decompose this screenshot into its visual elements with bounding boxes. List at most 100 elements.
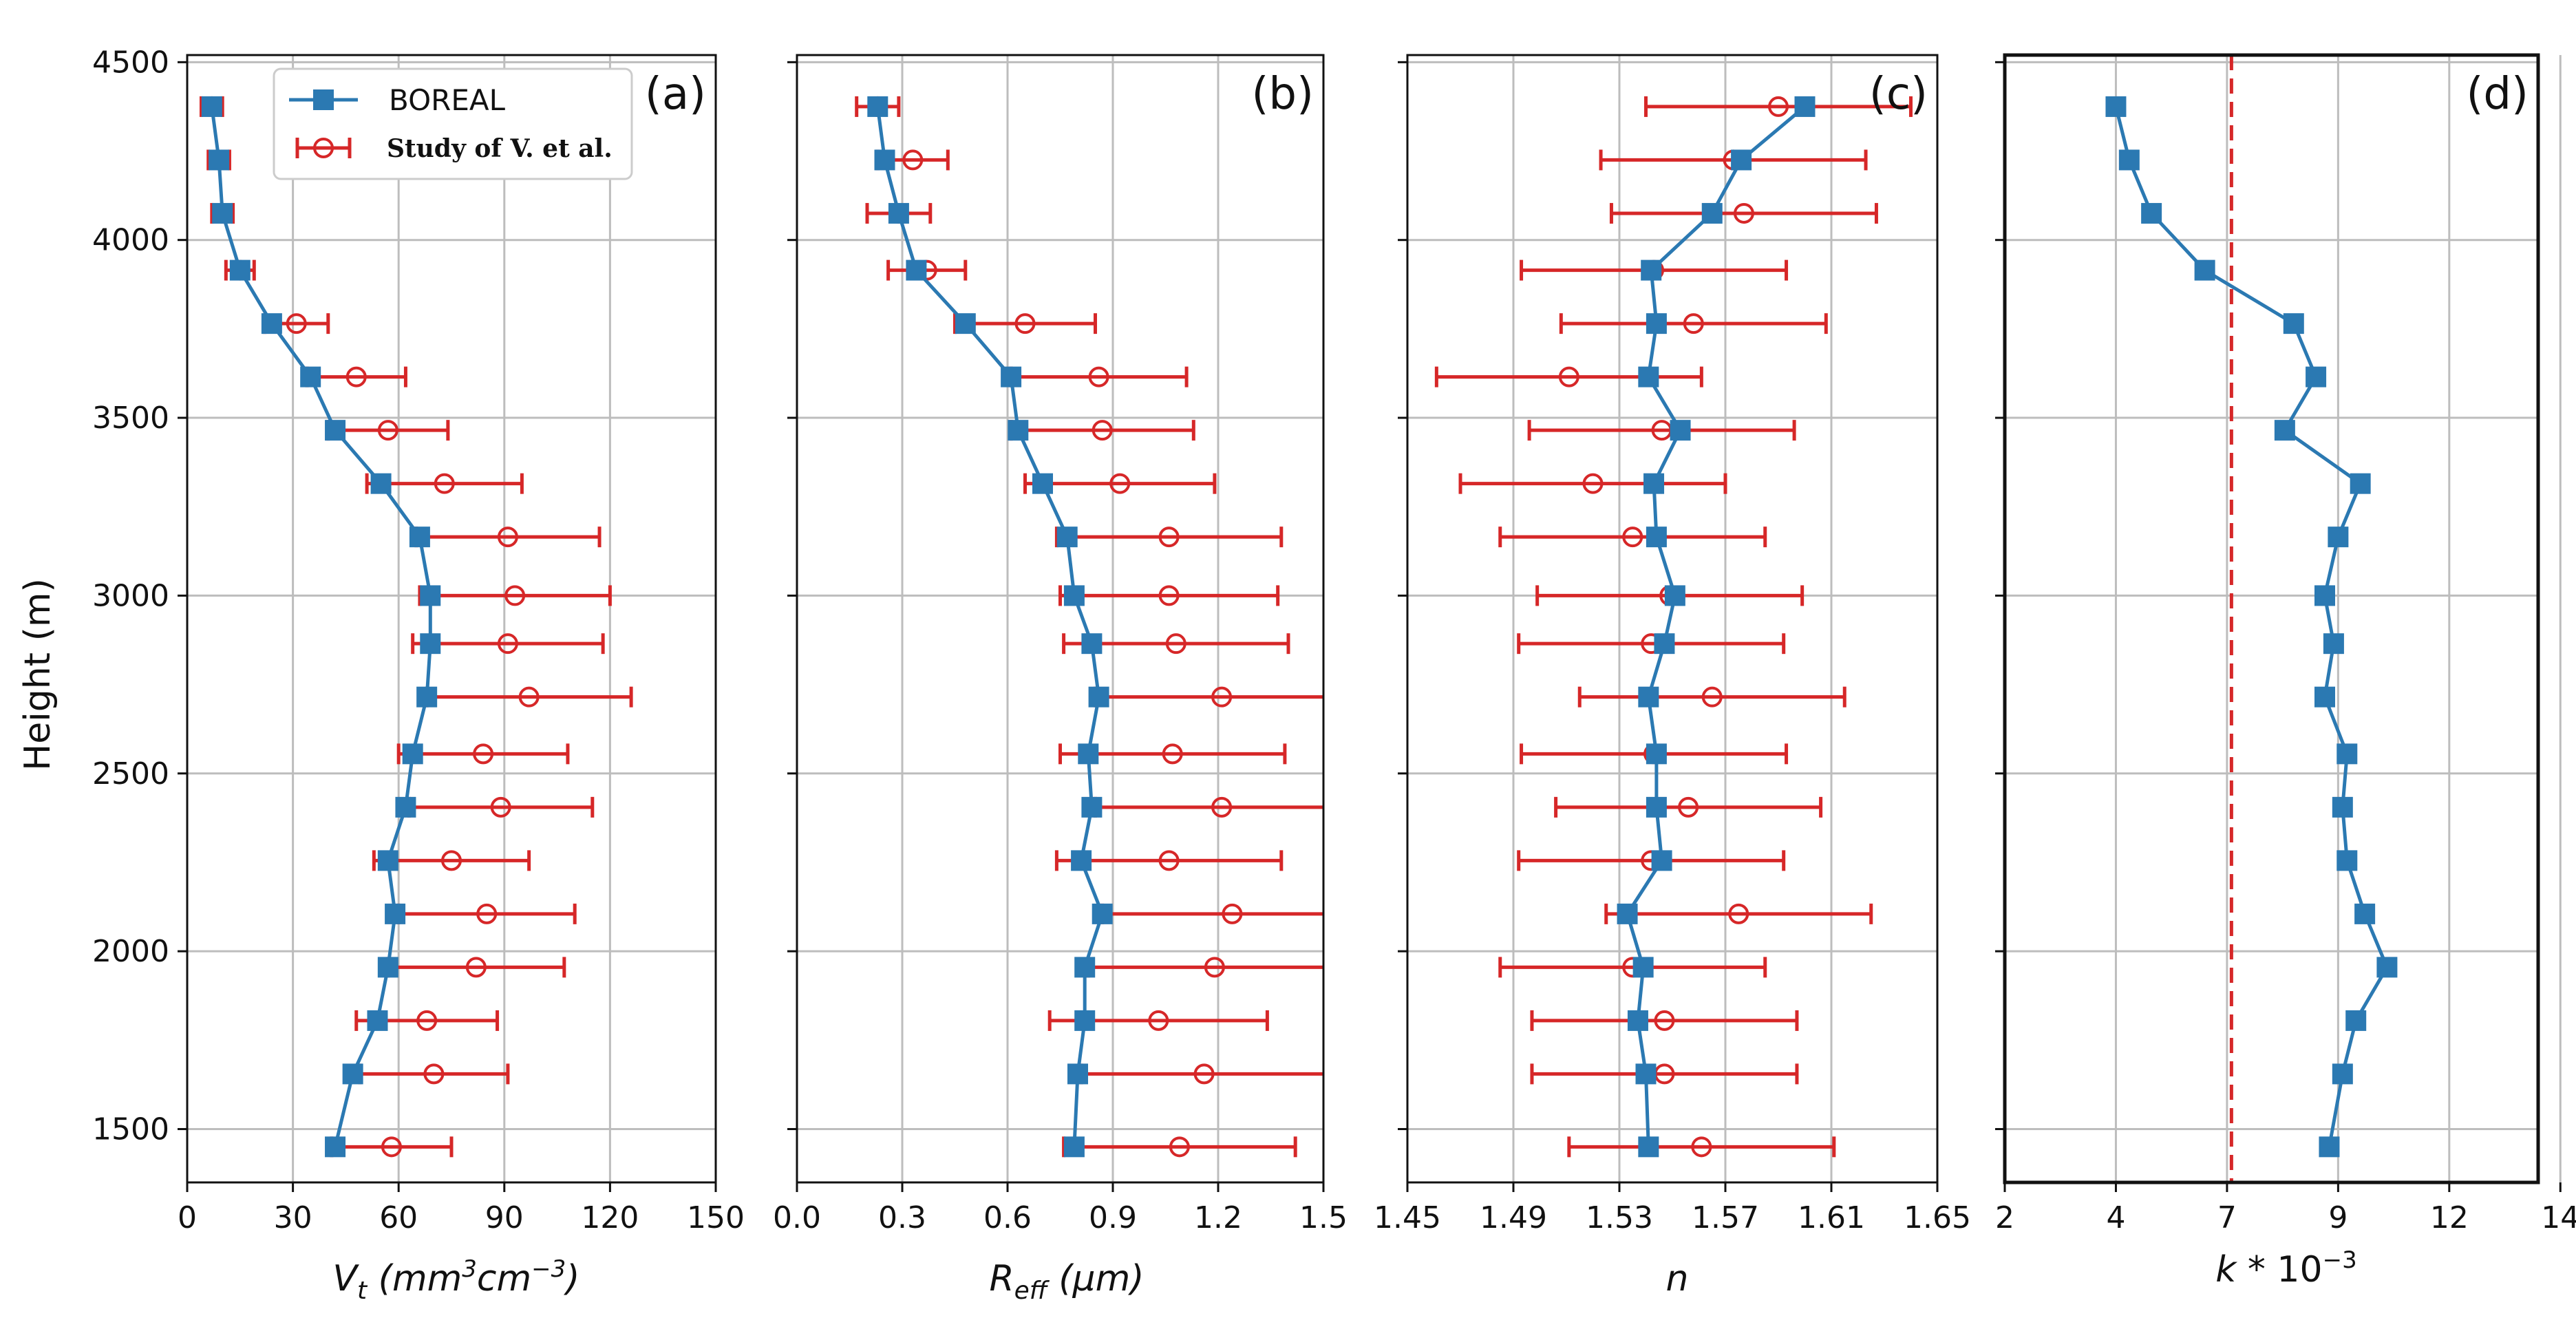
study-point-c-13 bbox=[1678, 796, 1699, 818]
x-tick-label-d-5: 14 bbox=[2541, 1200, 2576, 1235]
boreal-point-c-3 bbox=[1641, 259, 1662, 281]
y-tick-label-2: 2500 bbox=[92, 756, 169, 791]
x-tick-label-c-1: 1.49 bbox=[1480, 1200, 1547, 1235]
boreal-point-c-2 bbox=[1701, 202, 1723, 224]
boreal-point-a-1 bbox=[209, 149, 230, 171]
boreal-point-b-11 bbox=[1088, 686, 1109, 708]
x-tick-label-d-2: 7 bbox=[2217, 1200, 2237, 1235]
boreal-point-d-8 bbox=[2328, 527, 2349, 548]
study-point-b-18 bbox=[1193, 1063, 1215, 1085]
boreal-point-d-2 bbox=[2141, 202, 2162, 224]
panel-label-c: (c) bbox=[1869, 69, 1928, 120]
study-point-a-8 bbox=[497, 527, 518, 548]
boreal-point-b-18 bbox=[1067, 1063, 1088, 1085]
study-point-b-17 bbox=[1148, 1010, 1169, 1031]
study-point-a-16 bbox=[465, 957, 487, 978]
study-point-c-8 bbox=[1622, 527, 1643, 548]
boreal-point-c-9 bbox=[1664, 585, 1685, 606]
panel-frame-d bbox=[2003, 53, 2540, 1184]
study-point-b-1 bbox=[902, 149, 924, 171]
y-tick-label-3: 3000 bbox=[92, 578, 169, 613]
study-point-c-0 bbox=[1768, 96, 1789, 117]
study-point-b-13 bbox=[1211, 796, 1233, 818]
study-point-b-4 bbox=[1014, 313, 1036, 334]
boreal-point-d-18 bbox=[2332, 1063, 2353, 1085]
boreal-point-a-7 bbox=[370, 473, 392, 494]
x-tick-label-b-2: 0.6 bbox=[983, 1200, 1032, 1235]
boreal-point-a-8 bbox=[409, 527, 430, 548]
x-tick-label-d-3: 9 bbox=[2328, 1200, 2348, 1235]
boreal-point-d-4 bbox=[2283, 313, 2304, 334]
boreal-point-a-16 bbox=[377, 957, 398, 978]
boreal-point-b-16 bbox=[1074, 957, 1096, 978]
x-axis-title-c: n bbox=[1666, 1258, 1689, 1299]
boreal-point-a-13 bbox=[395, 796, 416, 818]
boreal-point-d-10 bbox=[2323, 633, 2344, 655]
study-point-b-19 bbox=[1169, 1136, 1190, 1158]
panel-frame-b bbox=[796, 54, 1325, 1184]
boreal-point-c-0 bbox=[1794, 96, 1816, 117]
x-tick-label-c-3: 1.57 bbox=[1692, 1200, 1759, 1235]
boreal-point-d-6 bbox=[2274, 420, 2295, 441]
boreal-point-b-17 bbox=[1074, 1010, 1096, 1031]
x-tick-label-c-0: 1.45 bbox=[1374, 1200, 1441, 1235]
y-tick-label-5: 4000 bbox=[92, 223, 169, 258]
study-point-c-15 bbox=[1728, 903, 1749, 924]
boreal-point-a-11 bbox=[416, 686, 438, 708]
study-point-a-9 bbox=[504, 585, 526, 606]
study-point-b-11 bbox=[1211, 686, 1233, 708]
x-tick-label-c-4: 1.61 bbox=[1798, 1200, 1865, 1235]
x-tick-label-a-2: 60 bbox=[379, 1200, 418, 1235]
boreal-point-d-15 bbox=[2354, 903, 2376, 924]
legend-boreal-marker bbox=[313, 89, 334, 110]
boreal-point-c-10 bbox=[1654, 633, 1675, 655]
study-point-c-17 bbox=[1654, 1010, 1675, 1031]
boreal-point-d-9 bbox=[2314, 585, 2335, 606]
boreal-point-c-13 bbox=[1646, 796, 1667, 818]
boreal-point-a-17 bbox=[367, 1010, 388, 1031]
boreal-point-a-2 bbox=[212, 202, 233, 224]
panel-label-a: (a) bbox=[645, 69, 706, 120]
study-point-b-15 bbox=[1222, 903, 1243, 924]
legend-boreal-label: BOREAL bbox=[389, 83, 506, 117]
boreal-point-c-14 bbox=[1651, 850, 1672, 871]
legend-study-marker bbox=[313, 138, 334, 158]
study-point-a-6 bbox=[377, 420, 398, 441]
boreal-point-c-18 bbox=[1635, 1063, 1657, 1085]
boreal-point-c-17 bbox=[1627, 1010, 1648, 1031]
boreal-point-b-14 bbox=[1071, 850, 1092, 871]
boreal-point-d-5 bbox=[2306, 366, 2327, 387]
study-point-a-7 bbox=[434, 473, 455, 494]
study-point-b-12 bbox=[1162, 743, 1183, 765]
x-tick-label-b-1: 0.3 bbox=[878, 1200, 926, 1235]
boreal-point-c-11 bbox=[1638, 686, 1659, 708]
boreal-point-a-15 bbox=[385, 903, 406, 924]
boreal-point-b-1 bbox=[874, 149, 895, 171]
study-point-a-12 bbox=[473, 743, 494, 765]
boreal-point-d-17 bbox=[2345, 1010, 2367, 1031]
boreal-point-b-19 bbox=[1063, 1136, 1085, 1158]
boreal-point-d-16 bbox=[2376, 957, 2398, 978]
boreal-point-d-13 bbox=[2332, 796, 2353, 818]
x-tick-label-a-3: 90 bbox=[485, 1200, 524, 1235]
y-tick-label-6: 4500 bbox=[92, 45, 169, 80]
boreal-point-a-3 bbox=[229, 259, 251, 281]
study-point-c-2 bbox=[1733, 202, 1754, 224]
legend-box bbox=[273, 67, 633, 180]
boreal-point-d-14 bbox=[2337, 850, 2358, 871]
x-tick-label-a-4: 120 bbox=[581, 1200, 639, 1235]
x-tick-label-a-0: 0 bbox=[178, 1200, 197, 1235]
y-tick-label-4: 3500 bbox=[92, 401, 169, 436]
x-tick-label-d-0: 2 bbox=[1995, 1200, 2014, 1235]
study-point-c-4 bbox=[1683, 313, 1704, 334]
x-tick-label-c-5: 1.65 bbox=[1904, 1200, 1971, 1235]
boreal-point-c-8 bbox=[1646, 527, 1667, 548]
x-tick-label-a-1: 30 bbox=[274, 1200, 312, 1235]
x-tick-label-b-4: 1.2 bbox=[1194, 1200, 1242, 1235]
boreal-point-a-5 bbox=[300, 366, 321, 387]
boreal-point-c-5 bbox=[1638, 366, 1659, 387]
boreal-point-c-16 bbox=[1632, 957, 1654, 978]
x-tick-label-b-5: 1.5 bbox=[1299, 1200, 1348, 1235]
boreal-point-c-4 bbox=[1646, 313, 1667, 334]
